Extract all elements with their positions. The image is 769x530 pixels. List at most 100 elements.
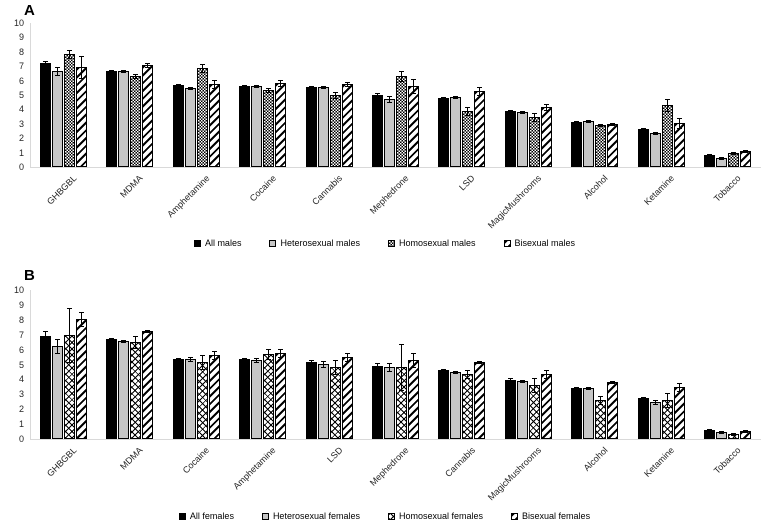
bar-wrap [239, 85, 251, 167]
y-tick-label: 2 [18, 133, 24, 144]
bar-wrap [728, 152, 740, 167]
panel-b-label: B [24, 267, 35, 284]
x-category-label: Ketamine [642, 445, 677, 479]
error-bar-cap-top [109, 70, 115, 71]
error-bar-cap-bottom [109, 340, 115, 341]
error-bar [521, 380, 523, 382]
error-bar-cap-top [610, 381, 616, 382]
error-bar [479, 87, 481, 95]
error-bar-cap-bottom [54, 75, 60, 76]
error-bar-cap-bottom [719, 159, 725, 160]
bar-diagonal [673, 123, 685, 167]
error-bar-cap-top [465, 107, 471, 108]
bar-checker [329, 95, 341, 167]
bar-wrap [740, 150, 752, 167]
bar-solid [305, 362, 317, 439]
bar-diagonal [540, 374, 552, 439]
y-tick-label: 6 [18, 344, 24, 355]
error-bar-cap-top [441, 369, 447, 370]
bar-checker [595, 125, 607, 167]
bar-group [296, 23, 362, 167]
error-bar-cap-bottom [242, 87, 248, 88]
error-bar-cap-top [66, 50, 72, 51]
bar-group [30, 23, 96, 167]
y-tick-label: 0 [18, 434, 24, 444]
bar-gray [184, 359, 196, 439]
bar-solid [39, 336, 51, 439]
y-tick-label: 0 [18, 162, 24, 172]
error-bar-cap-bottom [254, 362, 260, 363]
error-bar-cap-bottom [242, 360, 248, 361]
error-bar-cap-top [145, 63, 151, 64]
error-bar [467, 370, 469, 378]
error-bar [135, 336, 137, 348]
error-bar-cap-bottom [66, 58, 72, 59]
x-category-label: Mephedrone [367, 445, 411, 488]
error-bar-cap-bottom [507, 382, 513, 383]
error-bar-cap-bottom [308, 88, 314, 89]
bar-solid [571, 122, 583, 167]
bar-wrap [341, 353, 353, 439]
error-bar [280, 349, 282, 357]
error-bar-cap-top [652, 400, 658, 401]
legend-swatch-diagonal [511, 512, 519, 520]
error-bar [135, 74, 137, 78]
error-bar-cap-bottom [598, 404, 604, 405]
bar-solid [504, 380, 516, 439]
bar-diagonal [673, 387, 685, 439]
bar-group [628, 290, 694, 439]
bar-wrap [184, 87, 196, 167]
bar-wrap [383, 363, 395, 439]
bar-wrap [704, 429, 716, 439]
error-bar [213, 351, 215, 359]
error-bar [376, 363, 378, 369]
x-category-label: Tobacco [712, 173, 743, 204]
error-bar [745, 150, 747, 152]
error-bar-cap-bottom [441, 371, 447, 372]
bar-crosshatch [528, 385, 540, 439]
error-bar-cap-bottom [332, 98, 338, 99]
error-bar-cap-top [78, 312, 84, 313]
bar-wrap [637, 397, 649, 439]
error-bar-cap-bottom [175, 86, 181, 87]
error-bar-cap-top [410, 353, 416, 354]
error-bar-cap-top [386, 96, 392, 97]
bar-group [495, 290, 561, 439]
bar-diagonal [142, 65, 154, 167]
bar-wrap [516, 380, 528, 439]
error-bar [346, 353, 348, 361]
error-bar-cap-top [707, 154, 713, 155]
error-bar [244, 85, 246, 87]
bar-wrap [263, 349, 275, 439]
legend-label: Bisexual females [522, 511, 591, 521]
bar-wrap [329, 92, 341, 167]
bar-wrap [142, 63, 154, 167]
bar-wrap [474, 361, 486, 439]
error-bar [612, 123, 614, 125]
error-bar-cap-top [465, 370, 471, 371]
bar-group [163, 23, 229, 167]
error-bar [44, 331, 46, 341]
bar-wrap [371, 363, 383, 439]
error-bar-cap-top [308, 86, 314, 87]
error-bar [147, 330, 149, 332]
error-bar-cap-bottom [743, 432, 749, 433]
bar-wrap [118, 340, 130, 439]
bar-gray [649, 402, 661, 439]
bar-group [562, 290, 628, 439]
error-bar [576, 387, 578, 389]
error-bar [412, 79, 414, 93]
error-bar [745, 430, 747, 432]
error-bar [400, 344, 402, 390]
legend-item: Heterosexual females [261, 511, 360, 521]
error-bar [388, 363, 390, 371]
error-bar-cap-top [676, 118, 682, 119]
error-bar-cap-bottom [145, 67, 151, 68]
error-bar [588, 387, 590, 389]
bar-checker [263, 90, 275, 167]
bar-wrap [63, 308, 75, 439]
error-bar-cap-bottom [320, 88, 326, 89]
error-bar [68, 308, 70, 362]
error-bar [521, 111, 523, 113]
